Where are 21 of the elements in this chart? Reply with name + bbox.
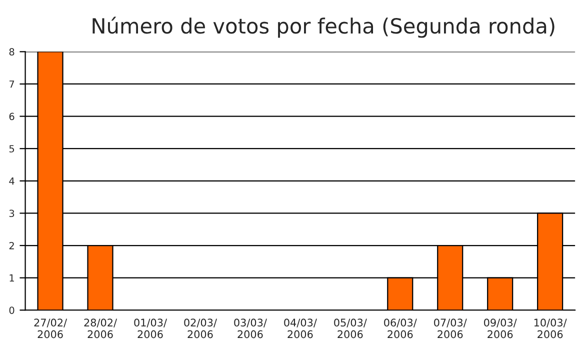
y-tick-label: 1 [10,274,14,282]
x-tick-label: 03/03/ 2006 [234,318,267,338]
x-tick-label: 09/03/ 2006 [484,318,517,338]
x-tick-label: 02/03/ 2006 [184,318,217,338]
x-tick-label: 05/03/ 2006 [334,318,367,338]
x-tick-label: 27/02/ 2006 [34,318,68,338]
y-tick-label: 6 [9,112,14,120]
chart-title: Número de votos por fecha (Segunda ronda) [92,16,554,38]
y-tick-label: 3 [9,210,14,218]
y-tick-label: 5 [9,145,14,152]
x-tick-label: 06/03/ 2006 [384,318,417,338]
y-tick-label: 0 [9,306,14,314]
y-tick-label: 2 [9,242,14,250]
x-tick-label: 10/03/ 2006 [534,318,567,338]
x-tick-label: 04/03/ 2006 [284,318,317,338]
x-tick-label: 01/03/ 2006 [134,318,167,338]
y-tick-label: 7 [9,80,14,88]
y-tick-label: 8 [9,48,14,56]
x-tick-label: 07/03/ 2006 [434,318,467,338]
x-tick-label: 28/02/ 2006 [84,318,118,338]
y-tick-label: 4 [9,178,14,185]
